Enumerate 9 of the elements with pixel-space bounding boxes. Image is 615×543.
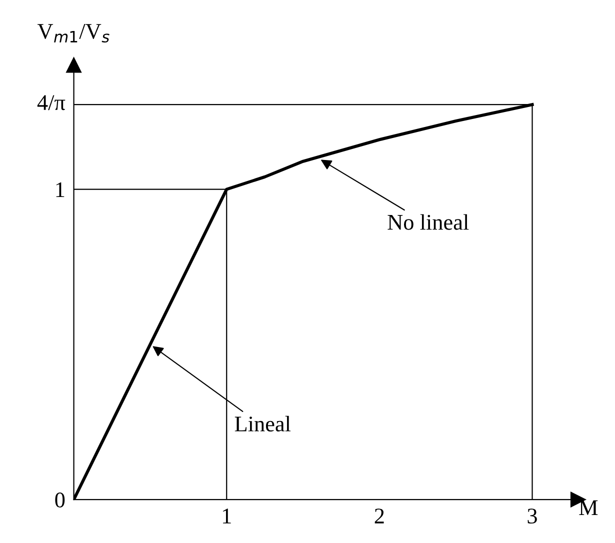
x-tick-label: 1 — [223, 508, 231, 524]
annotation: No lineal — [388, 214, 469, 230]
x-axis-title: M — [579, 500, 598, 515]
y-axis-title: V$_{m1}$/V$_{s}$ — [37, 24, 110, 43]
y-tick-label: 0 — [55, 492, 65, 508]
x-tick-label: 2 — [374, 508, 384, 524]
annotation: Lineal — [234, 416, 291, 432]
ref-line-label: 4/π — [37, 95, 66, 110]
x-tick-label: 3 — [528, 508, 537, 524]
